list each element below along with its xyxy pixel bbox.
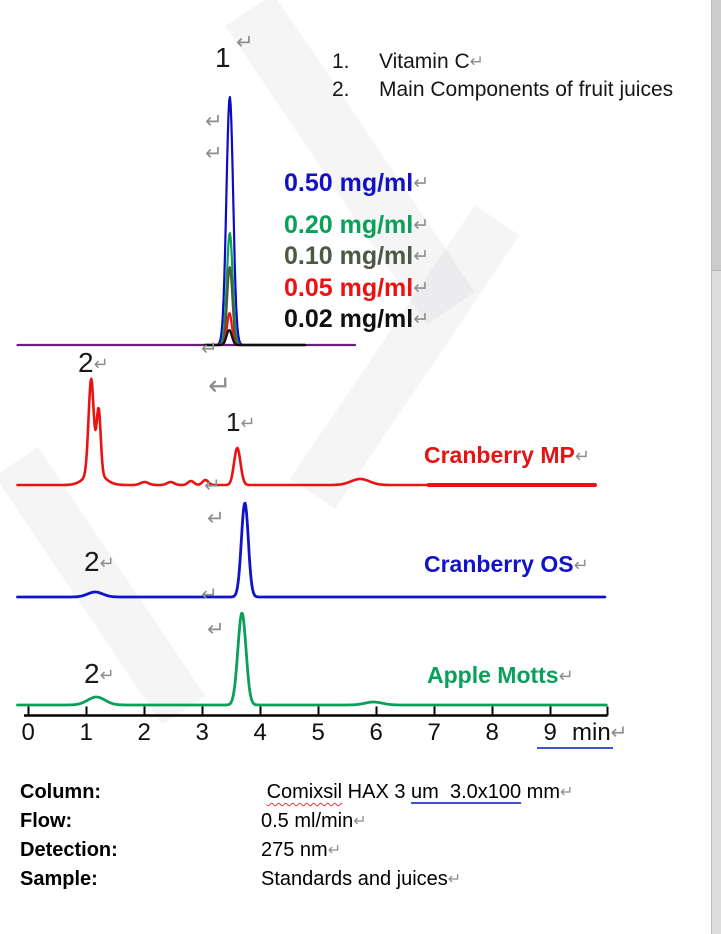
grammar-underline [537,747,613,749]
conc-text: 0.20 mg/ml [284,211,414,239]
peak-number: 2 [84,546,100,577]
return-mark-icon: ↵ [469,52,484,71]
mp-peak-annotation: 1↵ [226,407,256,438]
value-part-grammar: um 3.0x100 [411,781,522,803]
peak-number: 2 [84,658,100,689]
return-mark-icon: ↵ [236,31,254,54]
conc-label-002: 0.02 mg/ml↵ [284,305,429,334]
legend-text: Main Components of fruit juices [379,78,674,101]
detection-label: Detection: [20,839,118,861]
value-text: 275 nm [261,839,328,861]
peak-number: 2 [78,347,94,378]
sample-name: Apple Motts [427,662,559,688]
axis-tick-label: 1 [79,719,93,746]
column-value: Comixsil HAX 3 um 3.0x100 mm↵ [261,781,574,804]
legend-number: 2. [332,78,350,101]
value-part: mm [521,781,561,803]
return-mark-icon: ↵ [207,618,225,641]
return-mark-icon: ↵ [204,475,221,497]
axis-tick-label: 8 [485,719,499,746]
axis-tick-label: 3 [195,719,209,746]
return-mark-icon: ↵ [413,278,430,299]
return-mark-icon: ↵ [353,813,367,830]
standards-peak-annotation: 1 [215,42,231,74]
conc-text: 0.50 mg/ml [284,169,414,197]
return-mark-icon: ↵ [207,507,225,530]
axis-unit-text: min [572,719,611,746]
conc-label-005: 0.05 mg/ml↵ [284,274,429,303]
value-text: 0.5 ml/min [261,810,354,832]
conc-label-050: 0.50 mg/ml↵ [284,169,429,198]
return-mark-icon: ↵ [447,871,462,888]
return-mark-icon: ↵ [205,142,223,165]
axis-tick-label: 7 [427,719,441,746]
value-part-spellcheck: Comixsil [266,781,343,803]
return-mark-icon: ↵ [99,665,115,685]
conc-text: 0.10 mg/ml [284,242,414,270]
sample-label-apple-motts: Apple Motts↵ [427,662,574,689]
conc-label-020: 0.20 mg/ml↵ [284,211,429,240]
legend-item-vitamin-c: 1. Vitamin C↵ [332,50,484,74]
axis-tick-label: 5 [311,719,325,746]
return-mark-icon: ↵ [99,553,115,573]
trace-cranberry-os [16,501,607,599]
detection-value: 275 nm↵ [261,839,341,862]
scrollbar-track[interactable] [711,0,721,934]
column-label: Column: [20,781,102,803]
peak-number: 1 [215,42,231,73]
axis-tick-label: 4 [253,719,267,746]
return-mark-icon: ↵ [205,110,223,133]
return-mark-icon: ↵ [208,370,232,401]
conc-text: 0.05 mg/ml [284,274,414,302]
legend-item-main-components: 2. Main Components of fruit juices [332,78,673,102]
trace-apple-motts [16,611,608,707]
return-mark-icon: ↵ [574,446,590,466]
sample-label: Sample: [20,868,98,890]
return-mark-icon: ↵ [413,309,430,330]
sample-name: Cranberry OS [424,551,574,577]
sample-name: Cranberry MP [424,442,575,468]
return-mark-icon: ↵ [573,555,589,575]
return-mark-icon: ↵ [240,413,256,433]
legend-text: Vitamin C [379,50,470,73]
value-text: Standards and juices [261,868,448,890]
return-mark-icon: ↵ [413,246,430,267]
peak-number: 1 [226,407,241,437]
flow-label: Flow: [20,810,73,832]
return-mark-icon: ↵ [327,842,342,859]
flow-value: 0.5 ml/min↵ [261,810,367,833]
conc-label-010: 0.10 mg/ml↵ [284,242,429,271]
legend-number: 1. [332,50,350,73]
axis-tick-label: 9 [543,719,557,746]
mp-front-annotation: 2↵ [78,347,109,379]
axis-tick-label: 6 [369,719,383,746]
trace-cranberry-mp [16,377,597,487]
os-front-annotation: 2↵ [84,546,115,578]
value-part: HAX 3 [342,781,412,803]
return-mark-icon: ↵ [201,584,218,606]
return-mark-icon: ↵ [610,722,628,744]
axis-tick-label: 2 [137,719,151,746]
axis-unit-label: min↵ [572,719,627,747]
motts-front-annotation: 2↵ [84,658,115,690]
return-mark-icon: ↵ [560,784,574,801]
scrollbar-thumb[interactable] [712,0,721,271]
conc-text: 0.02 mg/ml [284,305,414,333]
return-mark-icon: ↵ [413,173,430,194]
sample-value: Standards and juices↵ [261,868,461,891]
trace-0-02-mg-ml [203,328,307,347]
sample-label-cranberry-mp: Cranberry MP↵ [424,442,590,469]
return-mark-icon: ↵ [558,666,574,686]
return-mark-icon: ↵ [93,354,109,374]
sample-label-cranberry-os: Cranberry OS↵ [424,551,589,578]
axis-tick-label: 0 [21,719,35,746]
return-mark-icon: ↵ [413,215,430,236]
return-mark-icon: ↵ [201,338,218,360]
